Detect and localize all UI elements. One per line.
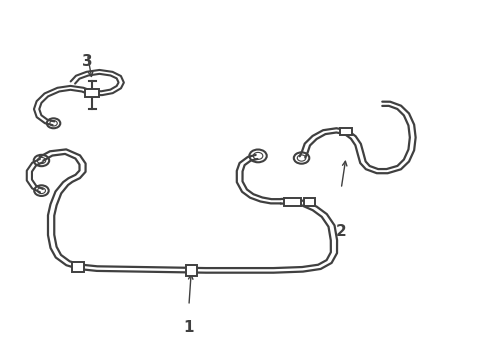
Bar: [185, 265, 196, 276]
Text: 1: 1: [183, 320, 194, 334]
Text: 2: 2: [335, 224, 346, 239]
Bar: [339, 127, 351, 135]
Text: 3: 3: [82, 54, 93, 69]
Bar: [304, 198, 314, 206]
Bar: [284, 198, 301, 206]
Bar: [85, 89, 99, 98]
Bar: [72, 261, 83, 272]
